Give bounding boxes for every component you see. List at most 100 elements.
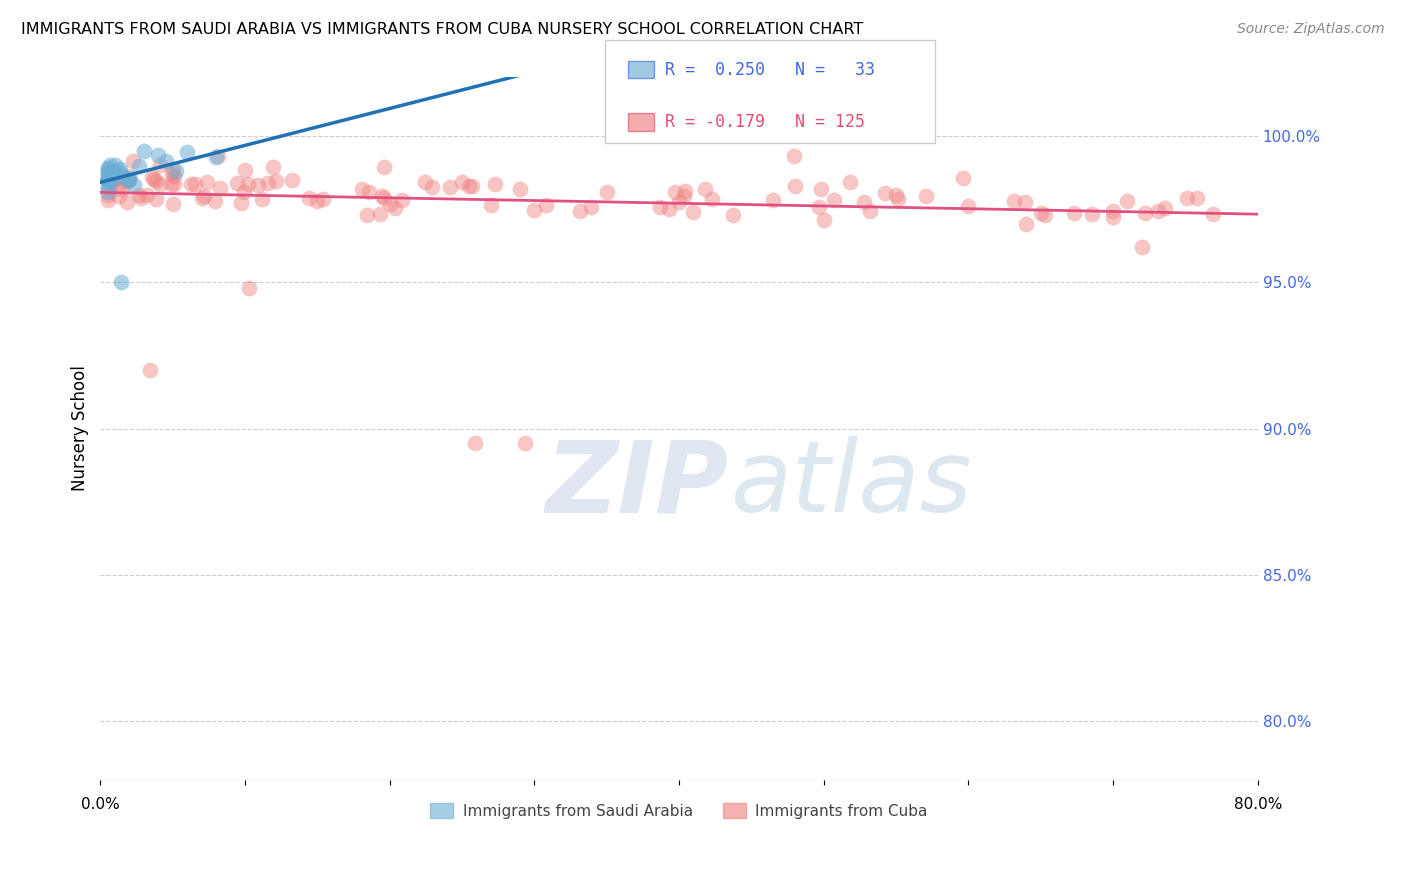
- Point: [596, 185, 619, 199]
- Point: [1133, 206, 1156, 220]
- Text: Source: ZipAtlas.com: Source: ZipAtlas.com: [1237, 22, 1385, 37]
- Point: [915, 189, 938, 203]
- Text: atlas: atlas: [731, 436, 973, 533]
- Point: [391, 193, 413, 207]
- Point: [957, 199, 980, 213]
- Point: [783, 149, 806, 163]
- Point: [1014, 194, 1036, 209]
- Point: [97, 173, 120, 187]
- Point: [149, 158, 172, 172]
- Point: [1147, 203, 1170, 218]
- Point: [352, 182, 374, 196]
- Point: [1154, 201, 1177, 215]
- Point: [141, 170, 163, 185]
- Point: [115, 173, 138, 187]
- Point: [132, 144, 155, 158]
- Point: [117, 194, 139, 209]
- Point: [461, 179, 484, 194]
- Point: [700, 192, 723, 206]
- Point: [373, 160, 395, 174]
- Point: [658, 202, 681, 217]
- Point: [104, 158, 127, 172]
- Point: [155, 154, 177, 169]
- Point: [103, 163, 125, 178]
- Point: [110, 275, 132, 289]
- Point: [534, 198, 557, 212]
- Point: [238, 178, 260, 192]
- Text: IMMIGRANTS FROM SAUDI ARABIA VS IMMIGRANTS FROM CUBA NURSERY SCHOOL CORRELATION : IMMIGRANTS FROM SAUDI ARABIA VS IMMIGRAN…: [21, 22, 863, 37]
- Point: [208, 181, 231, 195]
- Point: [160, 167, 183, 181]
- Point: [664, 185, 686, 199]
- Point: [568, 204, 591, 219]
- Point: [1002, 194, 1025, 208]
- Point: [97, 165, 120, 179]
- Point: [110, 182, 132, 196]
- Point: [165, 163, 187, 178]
- Point: [413, 175, 436, 189]
- Point: [762, 194, 785, 208]
- Point: [97, 179, 120, 194]
- Point: [122, 178, 145, 192]
- Point: [97, 161, 120, 175]
- Point: [97, 193, 120, 207]
- Point: [108, 161, 131, 176]
- Point: [579, 200, 602, 214]
- Point: [238, 281, 260, 295]
- Point: [458, 178, 481, 193]
- Point: [108, 188, 131, 202]
- Point: [693, 181, 716, 195]
- Point: [233, 162, 256, 177]
- Point: [162, 163, 184, 178]
- Point: [1081, 207, 1104, 221]
- Point: [207, 149, 229, 163]
- Point: [439, 180, 461, 194]
- Point: [859, 203, 882, 218]
- Point: [839, 175, 862, 189]
- Point: [464, 436, 486, 450]
- Point: [1029, 205, 1052, 219]
- Point: [384, 202, 406, 216]
- Point: [97, 170, 120, 185]
- Text: ZIP: ZIP: [546, 436, 728, 533]
- Point: [97, 166, 120, 180]
- Point: [118, 170, 141, 185]
- Point: [311, 192, 333, 206]
- Point: [128, 188, 150, 202]
- Point: [110, 165, 132, 179]
- Text: 80.0%: 80.0%: [1233, 797, 1282, 812]
- Point: [783, 179, 806, 194]
- Point: [117, 174, 139, 188]
- Point: [114, 175, 136, 189]
- Point: [808, 201, 831, 215]
- Point: [952, 171, 974, 186]
- Y-axis label: Nursery School: Nursery School: [72, 366, 89, 491]
- Point: [226, 176, 249, 190]
- Point: [129, 191, 152, 205]
- Point: [97, 179, 120, 194]
- Point: [105, 164, 128, 178]
- Point: [673, 185, 696, 199]
- Point: [1175, 191, 1198, 205]
- Point: [195, 175, 218, 189]
- Point: [97, 172, 120, 186]
- Point: [484, 178, 506, 192]
- Point: [162, 197, 184, 211]
- Point: [128, 159, 150, 173]
- Point: [97, 174, 120, 188]
- Text: R = -0.179   N = 125: R = -0.179 N = 125: [665, 113, 865, 131]
- Point: [648, 200, 671, 214]
- Point: [233, 186, 256, 200]
- Point: [307, 194, 329, 209]
- Point: [1035, 208, 1057, 222]
- Point: [250, 192, 273, 206]
- Point: [884, 187, 907, 202]
- Point: [823, 193, 845, 207]
- Point: [479, 198, 502, 212]
- Point: [204, 194, 226, 208]
- Point: [97, 165, 120, 179]
- Point: [193, 189, 215, 203]
- Point: [104, 171, 127, 186]
- Point: [118, 169, 141, 184]
- Point: [887, 193, 910, 207]
